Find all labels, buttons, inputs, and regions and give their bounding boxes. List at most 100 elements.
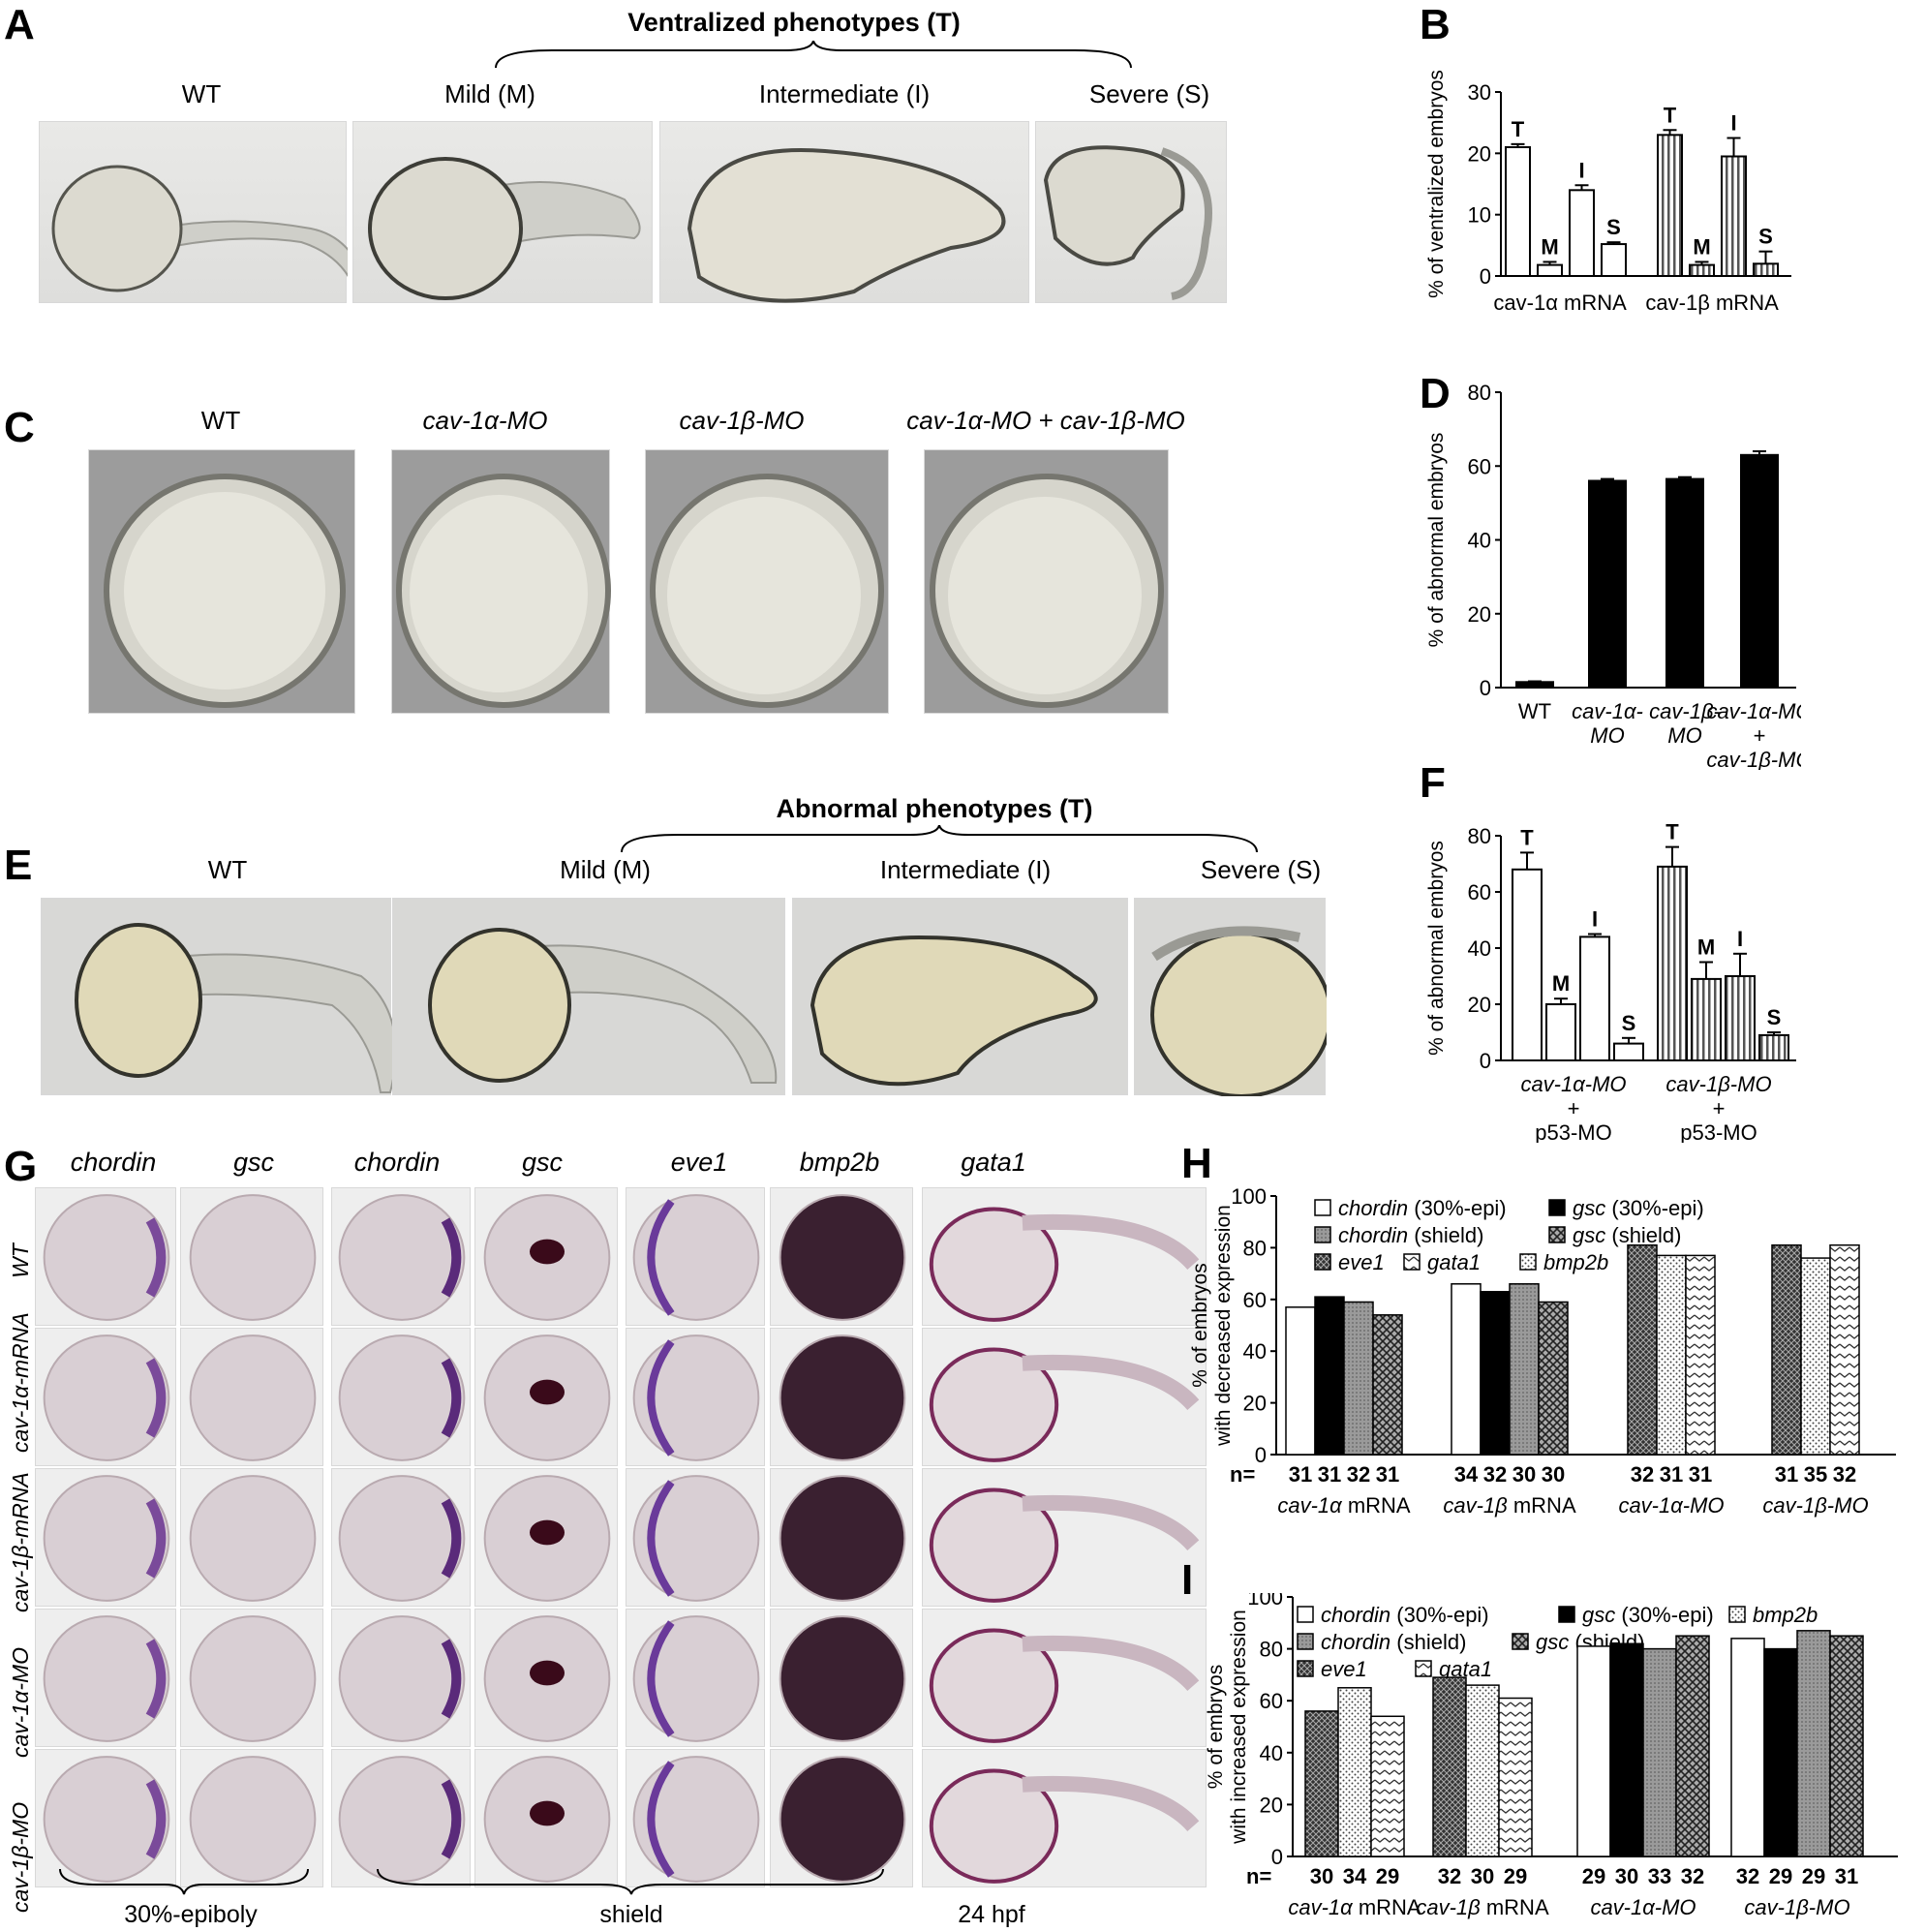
chart-h-n-label: 32 (1631, 1462, 1654, 1487)
chart-d-category-label: MO (1667, 723, 1701, 748)
g-stage-30pct-epiboly: 30%-epiboly (124, 1901, 258, 1928)
g-colhead-bmp2b: bmp2b (799, 1148, 880, 1177)
panel-c-caption-combined-mo: cav-1α-MO + cav-1β-MO (906, 406, 1185, 435)
chart-i-n-label: 29 (1802, 1864, 1825, 1888)
insitu-cav-1-mo-eve1-4 (626, 1749, 765, 1887)
chart-f-bar-label: T (1520, 825, 1534, 849)
chart-h-group-label: cav-1β mRNA (1443, 1493, 1576, 1518)
chart-i-bar-chordin-30-epi (1576, 1645, 1611, 1857)
insitu-cav-1-mrna-gsc-1 (180, 1328, 323, 1466)
insitu-cav-1-mo-eve1-4 (626, 1609, 765, 1747)
chart-f-bar-label: I (1592, 907, 1598, 932)
g-stage-shield: shield (599, 1901, 663, 1928)
chart-d-bar (1740, 453, 1779, 689)
insitu-cav-1-mrna-gata1-6 (922, 1328, 1207, 1466)
chart-i-group-label: cav-1β-MO (1744, 1895, 1849, 1919)
g-stage-24hpf: 24 hpf (958, 1901, 1025, 1928)
chart-h-legend-swatch (1548, 1199, 1566, 1216)
chart-f-bar (1545, 1003, 1576, 1061)
panel-a-caption-mild: Mild (M) (444, 79, 535, 108)
panel-a-caption-severe: Severe (S) (1088, 79, 1210, 108)
chart-i-ytick-label: 40 (1260, 1741, 1283, 1765)
embryo-photo-e-mild (392, 898, 785, 1095)
chart-i-bar-gata1 (1370, 1715, 1405, 1857)
chart-h-ytick-label: 40 (1243, 1339, 1267, 1364)
insitu-cav-1-mrna-gsc-3 (474, 1468, 618, 1607)
insitu-wt-gsc-3 (474, 1187, 618, 1326)
panel-e-caption-severe: Severe (S) (1200, 855, 1322, 884)
chart-i-n-label: 30 (1471, 1864, 1494, 1888)
embryo-photo-e-intermediate (792, 898, 1128, 1095)
chart-f-ytick-label: 60 (1468, 880, 1491, 905)
panel-e-header: Abnormal phenotypes (T) (776, 794, 1093, 823)
chart-d-category-label: cav-1α-MO (1706, 699, 1801, 723)
chart-i-n-label: 33 (1648, 1864, 1671, 1888)
chart-h-n-label: 30 (1542, 1462, 1565, 1487)
chart-f-group-label: + (1713, 1096, 1726, 1120)
chart-f-bar (1657, 865, 1688, 1062)
chart-h-n-label: 31 (1376, 1462, 1399, 1487)
chart-b-bar-label: S (1606, 215, 1621, 239)
insitu-cav-1-mrna-chordin-2 (331, 1328, 471, 1466)
chart-i-bar-gsc-shield (1675, 1635, 1710, 1857)
embryo-photo-e-wt (41, 898, 397, 1095)
panel-label-f: F (1420, 759, 1446, 807)
chart-i-bar-bmp2b (1465, 1684, 1500, 1857)
chart-h-legend-swatch (1314, 1226, 1331, 1243)
chart-d-ytick-label: 0 (1480, 676, 1491, 700)
chart-f-ytick-label: 80 (1468, 824, 1491, 848)
in-situ-image-grid (35, 1187, 1210, 1889)
chart-f-bar-label: T (1665, 820, 1679, 844)
chart-h-ytick-label: 20 (1243, 1392, 1267, 1416)
panel-a-caption-wt: WT (181, 79, 222, 108)
chart-h-legend-swatch (1548, 1226, 1566, 1243)
insitu-cav-1-mo-bmp2b-5 (770, 1609, 913, 1747)
g-colhead-chordin-epi: chordin (70, 1148, 157, 1177)
chart-d-bar (1588, 479, 1627, 689)
chart-f-group-label: cav-1α-MO (1520, 1072, 1626, 1096)
chart-h-legend-label: chordin (30%-epi) (1338, 1196, 1507, 1220)
chart-d-category-label: + (1754, 723, 1766, 748)
chart-h-n-label: 31 (1660, 1462, 1683, 1487)
chart-h-bar-gsc-30-epi (1480, 1291, 1511, 1456)
insitu-cav-1-mo-gsc-1 (180, 1609, 323, 1747)
chart-b-bar-label: M (1541, 234, 1558, 259)
chart-b-bar (1569, 189, 1595, 277)
chart-h-ytick-label: 60 (1243, 1288, 1267, 1312)
embryo-photo-a-wt (39, 121, 371, 306)
g-colhead-eve1: eve1 (670, 1148, 728, 1177)
chart-i-group-label: cav-1β mRNA (1416, 1895, 1549, 1919)
chart-i-legend-label: eve1 (1321, 1657, 1367, 1681)
chart-h-legend-swatch (1519, 1253, 1537, 1271)
chart-i-bar-eve1 (1432, 1676, 1467, 1857)
chart-h-n-label: 31 (1318, 1462, 1341, 1487)
chart-h-bar-bmp2b (1800, 1257, 1831, 1456)
chart-b-bar-label: T (1664, 103, 1677, 127)
insitu-cav-1-mo-gsc-3 (474, 1749, 618, 1887)
chart-i-legend-label: bmp2b (1753, 1603, 1818, 1627)
chart-h-legend-label: gata1 (1427, 1250, 1481, 1274)
chart-h-n-label: 35 (1804, 1462, 1827, 1487)
chart-f-ytick-label: 40 (1468, 936, 1491, 961)
chart-h-bar-gsc-shield (1372, 1314, 1403, 1456)
chart-i-bar-chordin-shield (1642, 1647, 1677, 1857)
panel-e-caption-intermediate: Intermediate (I) (879, 855, 1052, 884)
insitu-cav-1-mrna-chordin-0 (35, 1468, 176, 1607)
chart-f-group-label: + (1568, 1096, 1580, 1120)
chart-i-legend-label: gsc (30%-epi) (1582, 1603, 1714, 1627)
g-colhead-gata1: gata1 (961, 1148, 1026, 1177)
chart-h-bar-gsc-30-epi (1314, 1296, 1345, 1456)
chart-d-ytick-label: 20 (1468, 602, 1491, 627)
chart-h-n-label: 31 (1775, 1462, 1798, 1487)
chart-f-bar (1758, 1033, 1789, 1061)
insitu-cav-1-mo-chordin-2 (331, 1609, 471, 1747)
g-row-label-cav1b-mo: cav-1β-MO (8, 1801, 33, 1913)
chart-i-bar-chordin-shield (1796, 1630, 1831, 1857)
chart-d-ytick-label: 60 (1468, 454, 1491, 478)
chart-h-bar-gsc-shield (1538, 1301, 1569, 1456)
panel-a-header: Ventralized phenotypes (T) (627, 8, 961, 37)
chart-h-ytick-label: 0 (1255, 1443, 1267, 1467)
chart-b-bar-label: M (1693, 234, 1710, 259)
insitu-cav-1-mo-chordin-0 (35, 1749, 176, 1887)
chart-i-bar-gsc-shield (1829, 1635, 1864, 1857)
